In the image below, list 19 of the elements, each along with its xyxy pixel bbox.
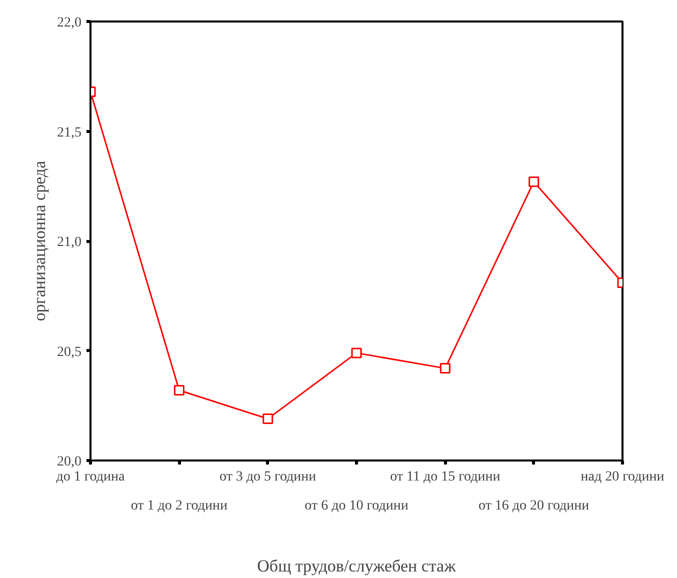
x-tick-label: от 3 до 5 години [220, 470, 317, 484]
point [351, 348, 362, 358]
y-tick-label: 20,5 [57, 344, 82, 360]
y-tick-label: 20,0 [57, 454, 82, 470]
point [440, 363, 450, 374]
x-axis-title: Общ трудов/служебен стаж [257, 556, 456, 576]
y-tick-label: 21,0 [57, 235, 82, 250]
point [174, 385, 184, 396]
x-tick-label: над 20 години [580, 470, 665, 484]
x-tick-label: от 6 до 10 години [304, 498, 409, 514]
x-tick-label: до 1 година [56, 470, 126, 484]
point [262, 414, 274, 424]
point [528, 176, 540, 187]
y-tick-label: 22,0 [57, 16, 82, 30]
y-axis-title: организационна среда [30, 160, 49, 322]
x-tick-label: от 11 до 15 години [390, 470, 501, 484]
x-tick-label: от 16 до 20 години [478, 498, 590, 514]
y-tick-label: 21,5 [57, 125, 82, 140]
x-tick-label: от 1 до 2 години [130, 498, 228, 514]
